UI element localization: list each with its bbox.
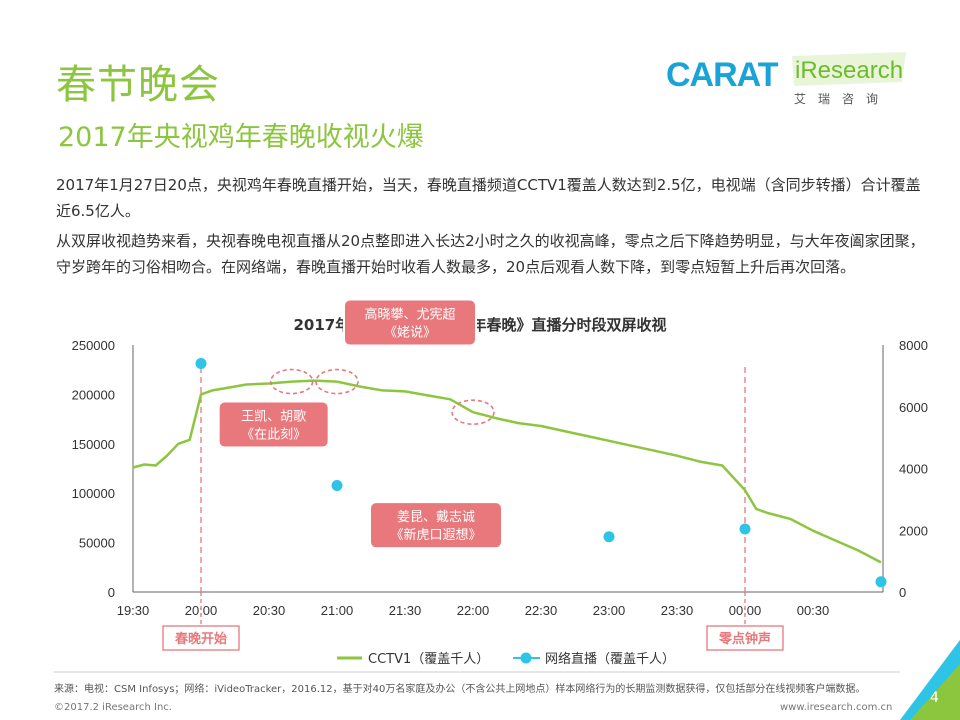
y-left-tick-label: 250000 [72, 338, 115, 353]
x-tick-label: 22:00 [457, 603, 490, 618]
iresearch-logo-text: iResearch [795, 57, 904, 84]
series-point-online [331, 479, 343, 491]
y-left-tick-label: 200000 [72, 387, 115, 402]
series-point-online [195, 358, 207, 370]
annotation-ellipse [451, 399, 495, 425]
x-tick-label: 20:30 [253, 603, 286, 618]
series-point-online [739, 523, 751, 535]
intro-paragraph: 2017年1月27日20点，央视鸡年春晚直播开始，当天，春晚直播频道CCTV1覆… [56, 176, 921, 220]
annotation-box [369, 501, 503, 550]
marker-label-box [706, 625, 784, 651]
corner-decoration [900, 640, 960, 720]
x-tick-label: 19:30 [117, 603, 150, 618]
y-right-tick-label: 8000 [899, 338, 928, 353]
y-right-tick-label: 4000 [899, 462, 928, 477]
annotation-ellipse [269, 368, 314, 395]
copyright: ©2017.2 iResearch Inc. [54, 702, 172, 713]
annotation-box [217, 400, 330, 449]
trend-paragraph: 从双屏收视趋势来看，央视春晚电视直播从20点整即进入长达2小时之久的收视高峰，零… [56, 232, 925, 276]
y-right-tick-label: 0 [899, 585, 906, 600]
annotation-ellipse [315, 368, 359, 395]
iresearch-logo-cn: 艾瑞咨询 [794, 92, 891, 106]
legend-label-online: 网络直播（覆盖千人） [545, 651, 675, 667]
iresearch-logo-shape [792, 52, 906, 86]
x-tick-label: 21:00 [321, 603, 354, 618]
annotation-box [343, 298, 477, 347]
y-left-tick-label: 150000 [72, 437, 115, 452]
page-subtitle: 2017年央视鸡年春晚收视火爆 [58, 122, 424, 153]
annotation-label: 高晓攀、尤宪超 [364, 307, 455, 323]
y-right-tick-label: 6000 [899, 400, 928, 415]
series-line-cctv1 [132, 379, 882, 564]
x-tick-label: 00:30 [797, 603, 830, 618]
annotation-label: 《新虎口遐想》 [390, 527, 481, 543]
x-tick-label: 23:00 [593, 603, 626, 618]
x-tick-label: 22:30 [525, 603, 558, 618]
marker-label: 零点钟声 [718, 631, 771, 647]
y-right-tick-label: 2000 [899, 523, 928, 538]
carat-logo: CARAT [666, 56, 778, 94]
marker-label: 春晚开始 [174, 631, 227, 647]
site-url: www.iresearch.com.cn [780, 702, 893, 713]
annotation-label: 《在此刻》 [241, 428, 306, 443]
legend-label-cctv1: CCTV1（覆盖千人） [368, 652, 489, 667]
legend-swatch-online [520, 652, 532, 664]
annotation-label: 《姥说》 [384, 326, 436, 341]
x-tick-label: 23:30 [661, 603, 694, 618]
page-title: 春节晚会 [56, 62, 220, 108]
y-left-tick-label: 0 [108, 585, 115, 600]
y-left-tick-label: 100000 [72, 486, 115, 501]
page-number: 4 [930, 690, 939, 706]
x-tick-label: 00:00 [729, 603, 762, 618]
series-point-online [603, 531, 615, 543]
annotation-label: 姜昆、戴志诚 [397, 510, 475, 525]
iresearch-logo: iResearch 艾瑞咨询 [790, 50, 910, 106]
x-tick-label: 20:00 [185, 603, 218, 618]
y-left-tick-label: 50000 [79, 536, 115, 551]
series-point-online [875, 576, 887, 588]
x-tick-label: 21:30 [389, 603, 422, 618]
source-note: 来源：电视：CSM Infosys；网络：iVideoTracker，2016.… [54, 684, 866, 695]
annotation-label: 王凯、胡歌 [241, 410, 306, 425]
marker-label-box [162, 625, 240, 651]
